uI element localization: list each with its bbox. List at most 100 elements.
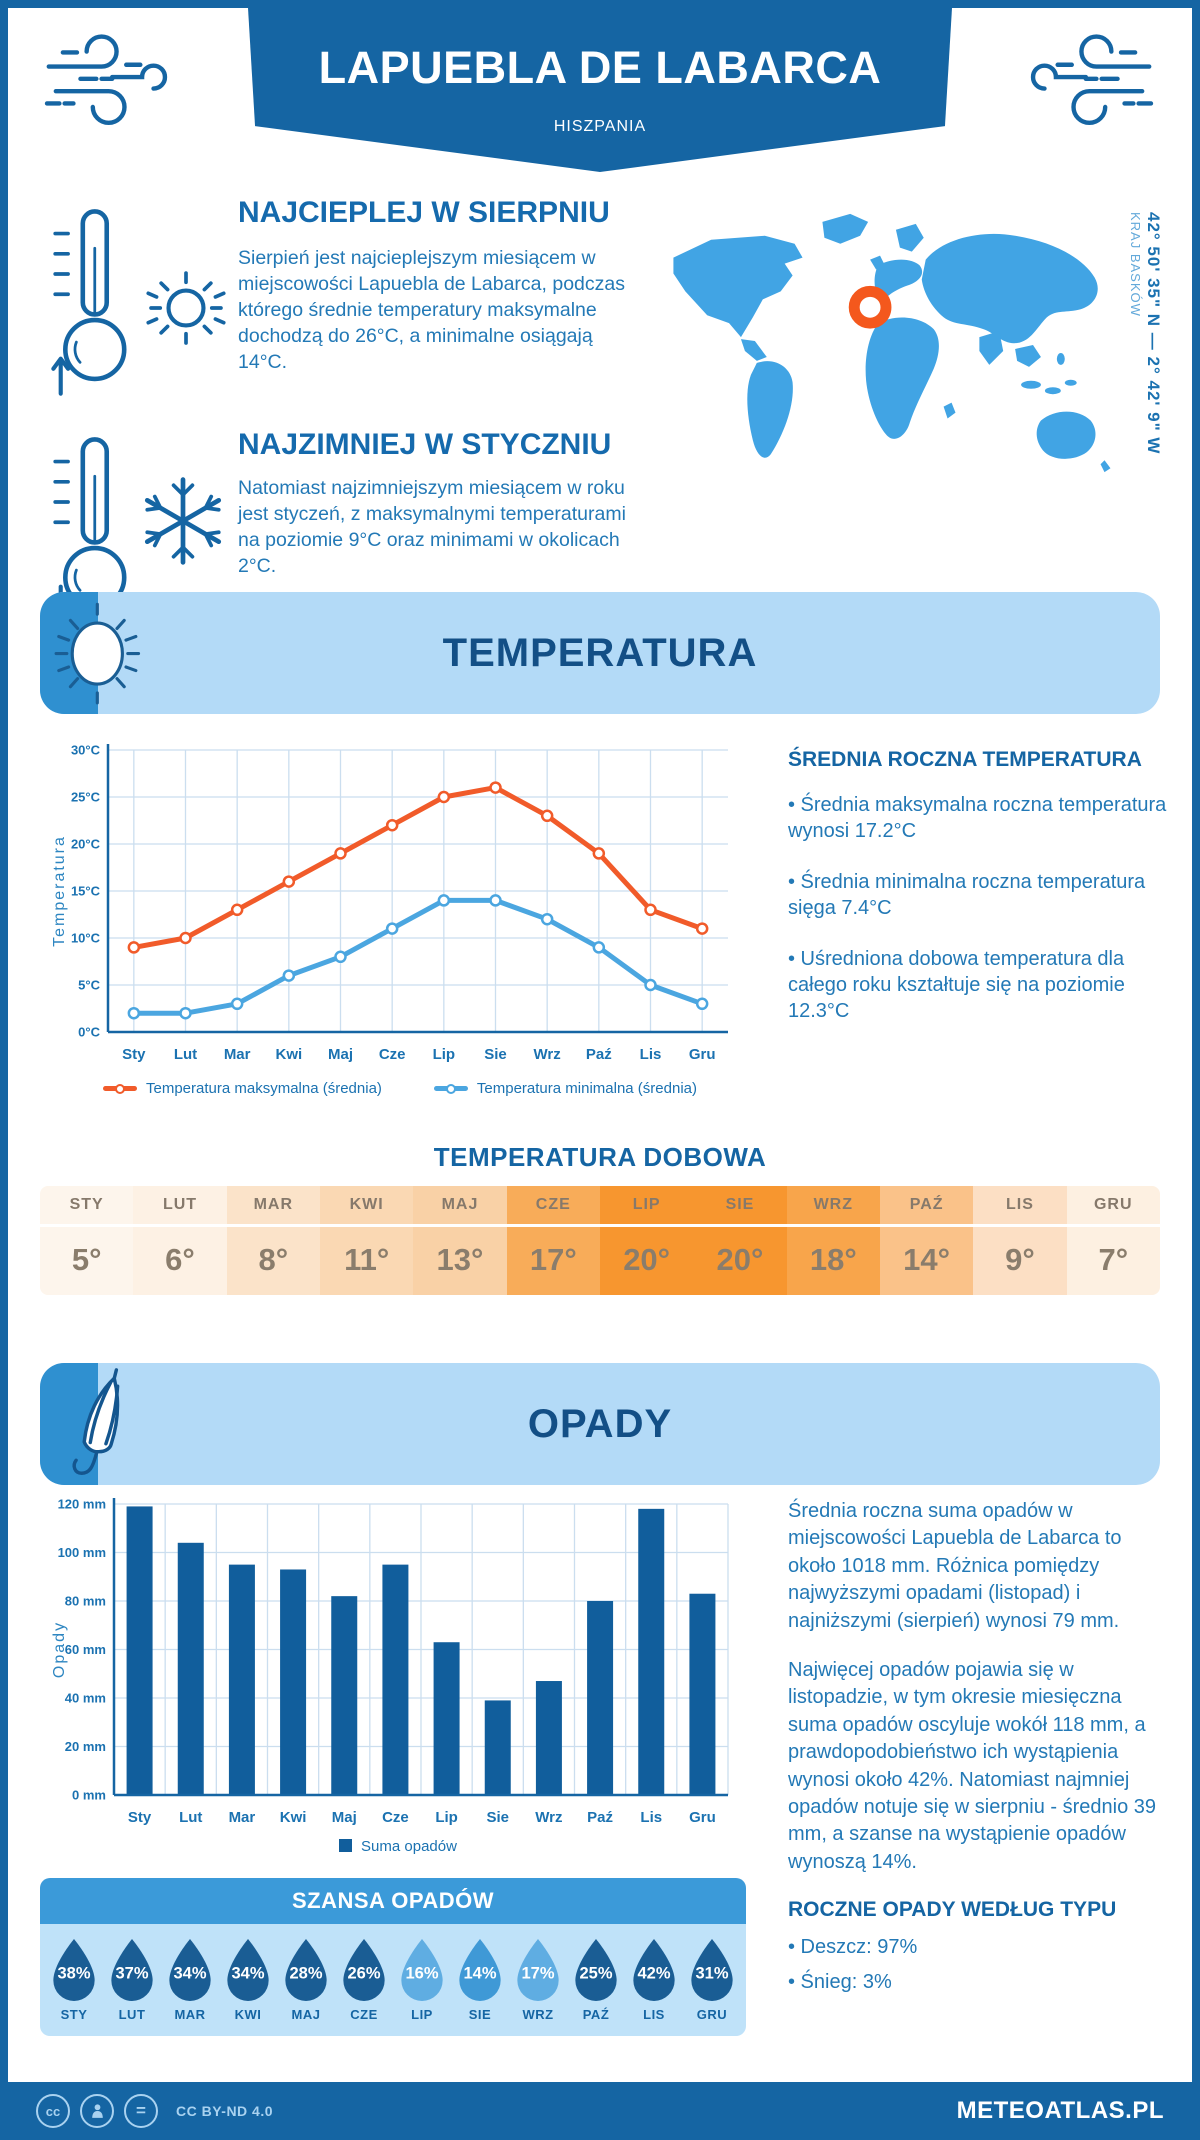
svg-text:Sty: Sty [128, 1809, 152, 1826]
svg-text:Maj: Maj [332, 1809, 357, 1826]
legend-max-marker [102, 1086, 137, 1091]
temperature-line-chart: Sty Lut Mar Kwi Maj Cze Lip Sie Wrz Paź Lis Gru 0°C 5… [51, 743, 728, 1063]
map-coordinates-block: 42° 50' 35" N — 2° 42' 9" W KRAJ BASKÓW [1128, 212, 1163, 642]
annual-temperature-panel: ŚREDNIA ROCZNA TEMPERATURA • Średnia mak… [788, 748, 1170, 1049]
precip-type-bullet: • Deszcz: 97% [788, 1936, 918, 1959]
page-border-top [0, 0, 1200, 8]
rain-chance-item: 34% KWI [219, 1938, 277, 2022]
rain-chance-drops: 38% STY 37% LUT 34% MAR 34% KWI 28% MAJ 26% CZ… [40, 1924, 746, 2036]
svg-text:25°C: 25°C [71, 790, 101, 805]
svg-text:Paź: Paź [586, 1046, 612, 1063]
temperature-section-banner: TEMPERATURA [40, 592, 1160, 714]
wind-icon [1026, 26, 1158, 149]
rain-chance-item: 37% LUT [103, 1938, 161, 2022]
rain-chance-item: 38% STY [45, 1938, 103, 2022]
daily-temp-column: MAJ 13° [413, 1186, 507, 1295]
sun-banner-icon [50, 598, 150, 715]
svg-text:80 mm: 80 mm [65, 1594, 106, 1609]
raindrop-icon: 17% [514, 1938, 562, 2002]
svg-text:Gru: Gru [689, 1809, 716, 1826]
cc-person-icon [80, 2094, 114, 2128]
daily-temp-column: STY 5° [40, 1186, 134, 1295]
svg-text:Lut: Lut [179, 1809, 202, 1826]
svg-text:0 mm: 0 mm [72, 1788, 106, 1803]
svg-text:100 mm: 100 mm [58, 1545, 106, 1560]
svg-text:Temperatura: Temperatura [51, 835, 68, 947]
svg-text:Lis: Lis [640, 1046, 662, 1063]
svg-text:Lip: Lip [435, 1809, 458, 1826]
raindrop-icon: 31% [688, 1938, 736, 2002]
svg-text:10°C: 10°C [71, 931, 101, 946]
daily-temp-column: SIE 20° [693, 1186, 787, 1295]
svg-text:20°C: 20°C [71, 837, 101, 852]
legend-bar-label: Suma opadów [361, 1838, 457, 1855]
precip-type-title: ROCZNE OPADY WEDŁUG TYPU [788, 1898, 1117, 1922]
page-title: LAPUEBLA DE LABARCA [318, 42, 882, 93]
svg-text:Cze: Cze [379, 1046, 406, 1063]
precip-type-bullet: • Śnieg: 3% [788, 1971, 892, 1994]
snowflake-icon [136, 474, 230, 573]
precipitation-section-banner: OPADY [40, 1363, 1160, 1485]
rain-chance-title: SZANSA OPADÓW [40, 1878, 746, 1924]
svg-text:Lut: Lut [174, 1046, 197, 1063]
site-name: METEOATLAS.PL [956, 2097, 1164, 2124]
highlight-warm-title: NAJCIEPLEJ W SIERPNIU [238, 196, 610, 229]
raindrop-icon: 38% [50, 1938, 98, 2002]
svg-text:5°C: 5°C [78, 978, 100, 993]
svg-text:Cze: Cze [382, 1809, 409, 1826]
svg-text:0°C: 0°C [78, 1025, 100, 1040]
precipitation-paragraph: Najwięcej opadów pojawia się w listopadz… [788, 1658, 1156, 1873]
location-marker-icon [848, 285, 892, 329]
wind-icon [40, 26, 172, 149]
svg-text:Lip: Lip [433, 1046, 456, 1063]
svg-text:Sty: Sty [122, 1046, 146, 1063]
svg-text:Lis: Lis [640, 1809, 662, 1826]
daily-temperature-title: TEMPERATURA DOBOWA [433, 1142, 767, 1172]
raindrop-icon: 14% [456, 1938, 504, 2002]
precipitation-text-panel: Średnia roczna suma opadów w miejscowośc… [788, 1498, 1172, 2005]
annual-bullet: • Średnia maksymalna roczna temperatura … [788, 794, 1167, 843]
svg-text:Wrz: Wrz [535, 1809, 562, 1826]
rain-chance-item: 42% LIS [625, 1938, 683, 2022]
raindrop-icon: 26% [340, 1938, 388, 2002]
rain-chance-item: 17% WRZ [509, 1938, 567, 2022]
precipitation-paragraph: Średnia roczna suma opadów w miejscowośc… [788, 1500, 1122, 1632]
cc-icon: cc [36, 2094, 70, 2128]
annual-temperature-title: ŚREDNIA ROCZNA TEMPERATURA [788, 748, 1142, 771]
precipitation-chart-legend: Suma opadów [52, 1838, 744, 1855]
daily-temperature-table: STY 5° LUT 6° MAR 8° KWI 11° MAJ 13° CZE 17° L… [40, 1186, 1160, 1295]
raindrop-icon: 28% [282, 1938, 330, 2002]
rain-chance-item: 14% SIE [451, 1938, 509, 2022]
raindrop-icon: 16% [398, 1938, 446, 2002]
daily-temp-column: WRZ 18° [786, 1186, 880, 1295]
svg-text:Gru: Gru [689, 1046, 716, 1063]
raindrop-icon: 34% [166, 1938, 214, 2002]
rain-chance-item: 31% GRU [683, 1938, 741, 2022]
world-map [645, 200, 1123, 503]
rain-chance-item: 28% MAJ [277, 1938, 335, 2022]
daily-temp-column: GRU 7° [1066, 1186, 1160, 1295]
temperature-section-title: TEMPERATURA [442, 631, 758, 675]
legend-item-max: Temperatura maksymalna (średnia) [102, 1080, 382, 1097]
page-subtitle: HISZPANIA [553, 118, 647, 135]
daily-temp-column: MAR 8° [226, 1186, 320, 1295]
svg-text:15°C: 15°C [71, 884, 101, 899]
daily-temp-column: PAŹ 14° [879, 1186, 974, 1295]
cc-nd-icon: = [124, 2094, 158, 2128]
legend-max-label: Temperatura maksymalna (średnia) [145, 1080, 382, 1097]
svg-text:30°C: 30°C [71, 743, 101, 758]
region-text: KRAJ BASKÓW [1128, 212, 1143, 317]
raindrop-icon: 37% [108, 1938, 156, 2002]
highlight-cold-title: NAJZIMNIEJ W STYCZNIU [238, 428, 612, 461]
legend-item-min: Temperatura minimalna (średnia) [433, 1080, 697, 1097]
svg-text:120 mm: 120 mm [58, 1497, 106, 1512]
svg-text:20 mm: 20 mm [65, 1739, 106, 1754]
svg-text:Sie: Sie [486, 1809, 509, 1826]
rain-chance-item: 26% CZE [335, 1938, 393, 2022]
coordinates-text: 42° 50' 35" N — 2° 42' 9" W [1144, 212, 1163, 455]
sun-icon [140, 262, 232, 359]
svg-text:Mar: Mar [224, 1046, 251, 1063]
thermometer-up-icon [46, 204, 138, 407]
svg-text:Wrz: Wrz [534, 1046, 561, 1063]
rain-chance-panel: SZANSA OPADÓW 38% STY 37% LUT 34% MAR 34% KW… [40, 1878, 746, 2036]
